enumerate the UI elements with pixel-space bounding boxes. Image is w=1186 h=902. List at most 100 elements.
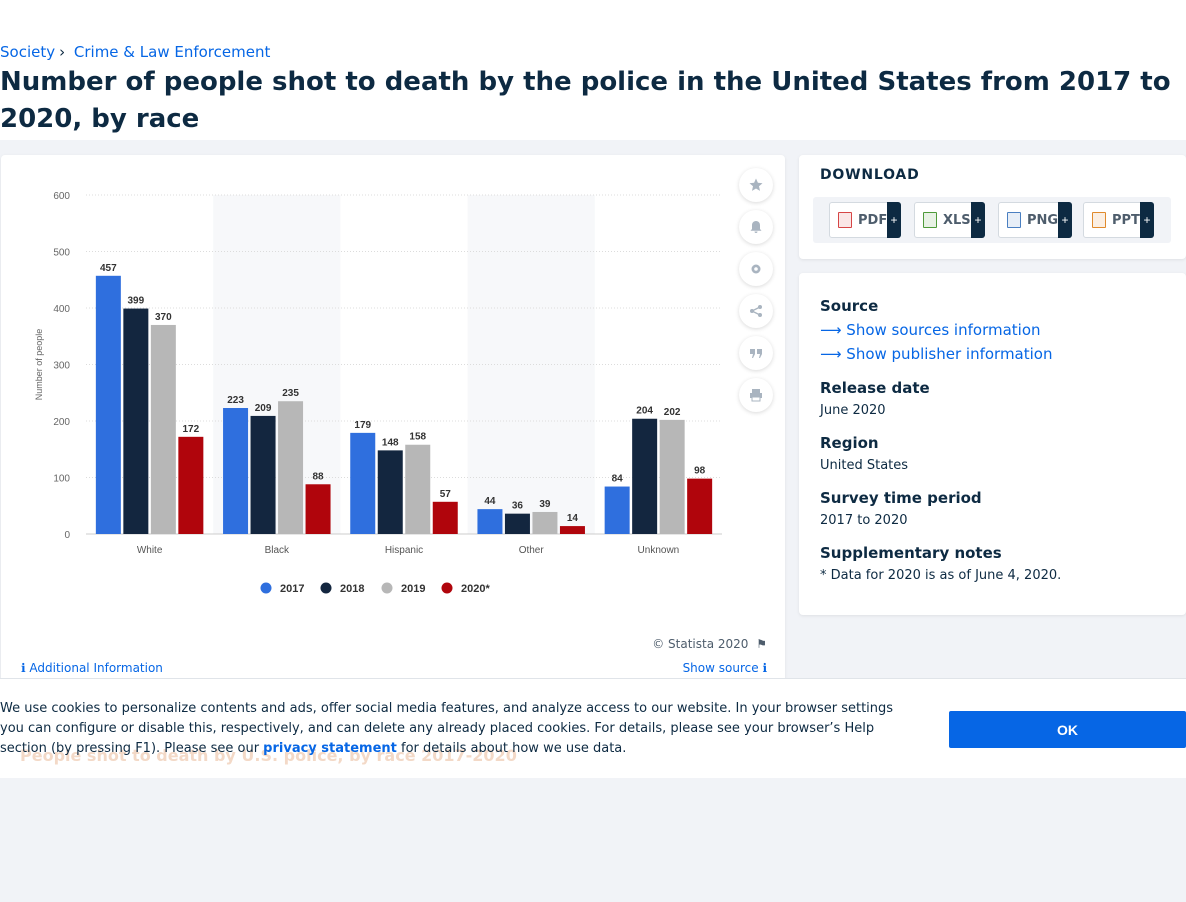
- data-label: 158: [409, 432, 426, 443]
- share-icon[interactable]: [739, 294, 773, 328]
- y-axis-label: Number of people: [34, 329, 44, 401]
- notes-value: * Data for 2020 is as of June 4, 2020.: [820, 568, 1062, 583]
- download-buttons: PDF + XLS + PNG + PPT +: [813, 197, 1171, 243]
- info-icon: ℹ: [21, 661, 26, 675]
- show-source-link[interactable]: Show source ℹ: [682, 661, 767, 675]
- quote-icon[interactable]: [739, 336, 773, 370]
- bar-chart: 0 100 200 300 400 500 600 Number of people 457 39…: [34, 191, 722, 595]
- bar: [305, 484, 331, 534]
- legend-label: 2017: [280, 583, 304, 595]
- arrow-right-icon: ⟶: [820, 345, 842, 363]
- data-label: 36: [512, 501, 524, 512]
- bar: [559, 526, 585, 534]
- chart-card: 0 100 200 300 400 500 600 Number of people 457 39…: [1, 155, 785, 685]
- bell-icon[interactable]: [739, 210, 773, 244]
- y-tick-label: 100: [53, 474, 70, 485]
- bar: [477, 509, 503, 534]
- data-label: 44: [484, 496, 496, 507]
- bar: [504, 513, 530, 534]
- breadcrumb: Society › Crime & Law Enforcement: [0, 43, 270, 61]
- x-tick-label: White: [137, 545, 163, 556]
- data-label: 202: [664, 407, 681, 418]
- cookie-banner: People shot to death by U.S. police, by …: [0, 678, 1186, 778]
- print-icon[interactable]: [739, 378, 773, 412]
- bar: [278, 401, 304, 534]
- data-label: 235: [282, 388, 299, 399]
- download-pdf-button[interactable]: PDF +: [829, 202, 901, 238]
- y-tick-label: 600: [53, 191, 70, 202]
- bar: [604, 486, 630, 534]
- data-label: 39: [539, 499, 551, 510]
- x-tick-label: Unknown: [638, 545, 680, 556]
- data-label: 457: [100, 263, 117, 274]
- ppt-file-icon: [1092, 212, 1106, 228]
- cookie-text: We use cookies to personalize contents a…: [0, 701, 894, 756]
- y-tick-label: 300: [53, 361, 70, 372]
- breadcrumb-society[interactable]: Society: [0, 43, 56, 61]
- data-label: 98: [694, 466, 706, 477]
- plus-icon[interactable]: +: [887, 202, 901, 238]
- gear-icon[interactable]: [739, 252, 773, 286]
- y-tick-label: 0: [64, 530, 70, 541]
- source-heading: Source: [820, 297, 879, 315]
- data-label: 88: [312, 471, 324, 482]
- plus-icon[interactable]: +: [1140, 202, 1154, 238]
- y-tick-label: 200: [53, 417, 70, 428]
- y-tick-label: 500: [53, 248, 70, 259]
- data-label: 172: [183, 424, 200, 435]
- bar: [687, 478, 713, 534]
- pdf-file-icon: [838, 212, 852, 228]
- arrow-right-icon: ⟶: [820, 321, 842, 339]
- legend-label: 2020*: [461, 583, 490, 595]
- bar: [150, 324, 176, 534]
- page-title: Number of people shot to death by the po…: [0, 67, 1171, 134]
- show-sources-link[interactable]: ⟶ Show sources information: [820, 321, 1041, 339]
- legend-label: 2019: [401, 583, 425, 595]
- x-tick-label: Black: [265, 545, 290, 556]
- png-file-icon: [1007, 212, 1021, 228]
- plus-icon[interactable]: +: [971, 202, 985, 238]
- download-card: DOWNLOAD PDF + XLS + PNG + PPT +: [799, 155, 1186, 259]
- star-icon[interactable]: [739, 168, 773, 202]
- data-label: 204: [636, 406, 653, 417]
- legend-marker: [381, 582, 393, 594]
- legend-label: 2018: [340, 583, 364, 595]
- bar: [223, 408, 249, 534]
- bar: [123, 308, 149, 534]
- breadcrumb-separator: ›: [59, 43, 66, 61]
- download-xls-button[interactable]: XLS +: [914, 202, 985, 238]
- ghost-title: People shot to death by U.S. police, by …: [20, 746, 517, 765]
- download-heading: DOWNLOAD: [820, 167, 920, 183]
- survey-heading: Survey time period: [820, 489, 982, 507]
- data-label: 399: [128, 296, 145, 307]
- info-icon: ℹ: [762, 661, 767, 675]
- flag-icon[interactable]: ⚑: [756, 637, 767, 651]
- region-heading: Region: [820, 434, 879, 452]
- data-label: 57: [440, 489, 452, 500]
- data-label: 223: [227, 395, 244, 406]
- release-heading: Release date: [820, 379, 930, 397]
- breadcrumb-crime[interactable]: Crime & Law Enforcement: [73, 43, 271, 61]
- download-ppt-button[interactable]: PPT +: [1083, 202, 1154, 238]
- bar: [377, 450, 403, 534]
- bar: [432, 501, 458, 534]
- legend-marker: [441, 582, 453, 594]
- cookie-ok-button[interactable]: OK: [949, 711, 1186, 748]
- chart-tools: [739, 168, 773, 420]
- show-publisher-link[interactable]: ⟶ Show publisher information: [820, 345, 1053, 363]
- legend-marker: [320, 582, 332, 594]
- region-value: United States: [820, 458, 909, 473]
- data-label: 14: [567, 513, 579, 524]
- plus-icon[interactable]: +: [1058, 202, 1072, 238]
- data-label: 179: [354, 420, 371, 431]
- additional-info-link[interactable]: ℹ Additional Information: [21, 661, 163, 675]
- bar: [178, 436, 204, 534]
- data-label: 209: [255, 403, 272, 414]
- download-png-button[interactable]: PNG +: [998, 202, 1072, 238]
- privacy-statement-link[interactable]: privacy statement: [263, 741, 397, 756]
- bar: [532, 511, 558, 534]
- x-tick-label: Hispanic: [385, 545, 423, 556]
- info-card: Source ⟶ Show sources information ⟶ Show…: [799, 273, 1186, 615]
- bar: [405, 444, 431, 534]
- legend-marker: [260, 582, 272, 594]
